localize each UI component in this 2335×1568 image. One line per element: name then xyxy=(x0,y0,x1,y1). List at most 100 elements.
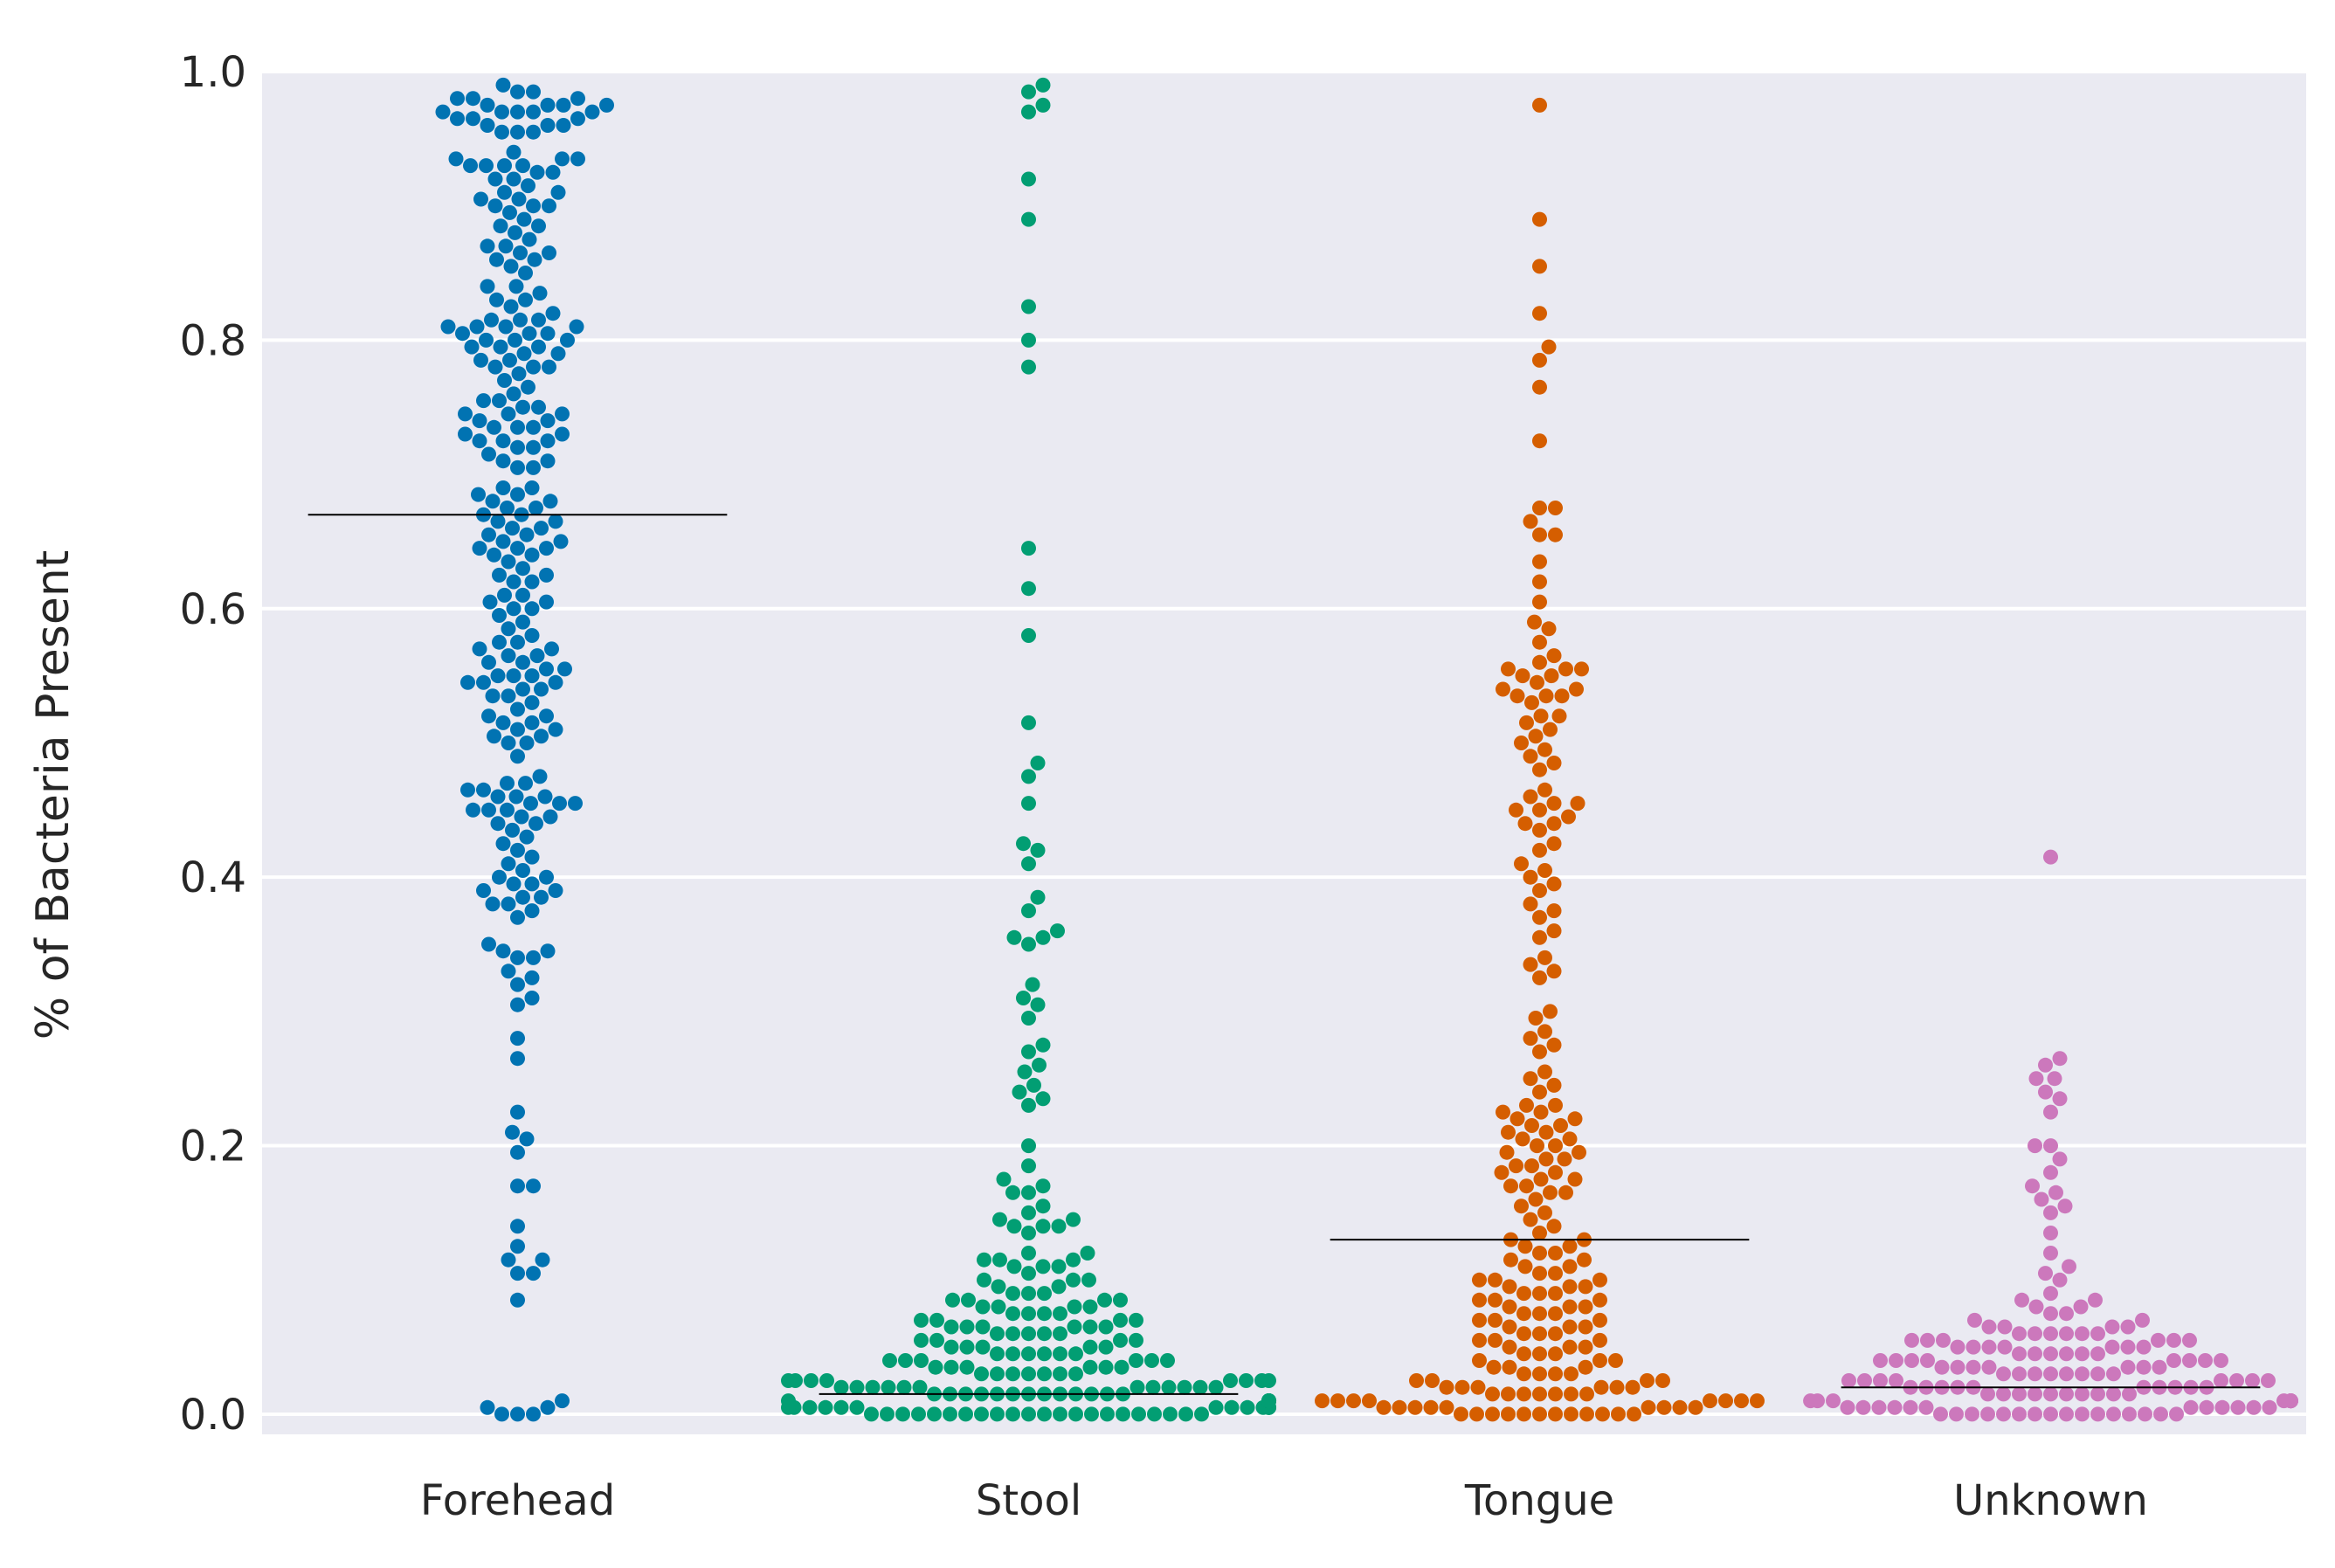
data-point-unknown xyxy=(2214,1353,2228,1368)
data-point-tongue xyxy=(1537,742,1552,757)
data-point-forehead xyxy=(542,359,556,375)
data-point-forehead xyxy=(473,191,488,207)
data-point-tongue xyxy=(1532,1346,1547,1362)
data-point-tongue xyxy=(1494,1164,1509,1180)
data-point-forehead xyxy=(501,621,516,637)
data-point-stool xyxy=(1016,991,1031,1005)
data-point-stool xyxy=(945,1292,960,1308)
data-point-forehead xyxy=(490,514,506,529)
data-point-forehead xyxy=(548,674,563,690)
data-point-tongue xyxy=(1528,1011,1544,1026)
data-point-stool xyxy=(1030,842,1046,858)
data-point-forehead xyxy=(460,674,475,690)
data-point-tongue xyxy=(1537,782,1552,798)
data-point-forehead xyxy=(501,648,516,664)
data-point-tongue xyxy=(1532,1366,1547,1382)
data-point-stool xyxy=(928,1359,943,1375)
data-point-forehead xyxy=(524,715,540,730)
data-point-forehead xyxy=(510,722,525,737)
data-point-tongue xyxy=(1488,1312,1503,1328)
data-point-unknown xyxy=(2136,1339,2152,1355)
data-point-forehead xyxy=(515,889,530,905)
data-point-tongue xyxy=(1548,1246,1563,1261)
data-point-tongue xyxy=(1532,352,1547,368)
data-point-tongue xyxy=(1532,527,1547,542)
data-point-stool xyxy=(990,1406,1005,1422)
data-point-stool xyxy=(804,1373,819,1388)
data-point-tongue xyxy=(1485,1406,1500,1422)
data-point-stool xyxy=(1021,299,1036,314)
data-point-stool xyxy=(990,1366,1005,1382)
data-point-stool xyxy=(1021,84,1036,100)
data-point-tongue xyxy=(1503,1252,1518,1268)
data-point-stool xyxy=(927,1406,942,1422)
data-point-tongue xyxy=(1578,1279,1593,1295)
data-point-forehead xyxy=(506,876,522,892)
data-point-unknown xyxy=(1873,1353,1888,1368)
data-point-tongue xyxy=(1532,1226,1547,1240)
data-point-stool xyxy=(895,1406,910,1422)
data-point-forehead xyxy=(494,104,509,120)
data-point-forehead xyxy=(510,842,525,858)
data-point-tongue xyxy=(1548,501,1563,515)
data-point-tongue xyxy=(1469,1406,1484,1422)
data-point-tongue xyxy=(1548,1138,1563,1154)
data-point-unknown xyxy=(1967,1312,1982,1328)
data-point-forehead xyxy=(485,688,501,704)
data-point-forehead xyxy=(526,84,541,100)
data-point-tongue xyxy=(1519,715,1534,730)
data-point-forehead xyxy=(510,104,525,120)
data-point-unknown xyxy=(1920,1332,1935,1348)
data-point-forehead xyxy=(510,977,525,992)
data-point-tongue xyxy=(1544,668,1559,684)
data-point-stool xyxy=(864,1406,879,1422)
data-point-unknown xyxy=(1996,1386,2011,1402)
data-point-forehead xyxy=(501,406,516,422)
data-point-tongue xyxy=(1592,1272,1607,1288)
data-point-forehead xyxy=(510,439,525,455)
data-point-forehead xyxy=(545,306,561,321)
data-point-tongue xyxy=(1592,1332,1607,1348)
data-point-forehead xyxy=(537,789,553,805)
data-point-unknown xyxy=(2052,1272,2068,1288)
data-point-forehead xyxy=(542,809,558,825)
data-point-unknown xyxy=(2075,1406,2090,1422)
data-point-unknown xyxy=(2230,1399,2246,1415)
data-point-forehead xyxy=(522,231,537,247)
data-point-forehead xyxy=(495,77,511,93)
data-point-tongue xyxy=(1516,1306,1531,1322)
data-point-forehead xyxy=(548,883,563,898)
data-point-unknown xyxy=(2038,1057,2053,1073)
x-axis-ticks: Forehead Stool Tongue Unknown xyxy=(420,1476,2148,1525)
data-point-tongue xyxy=(1572,1144,1586,1160)
data-point-unknown xyxy=(2012,1386,2027,1402)
data-point-forehead xyxy=(513,312,528,328)
data-point-tongue xyxy=(1578,1299,1593,1315)
data-point-tongue xyxy=(1608,1353,1623,1368)
data-point-forehead xyxy=(515,399,530,415)
data-point-tongue xyxy=(1543,722,1558,737)
data-point-tongue xyxy=(1537,1064,1552,1080)
data-point-tongue xyxy=(1548,1306,1563,1322)
data-point-tongue xyxy=(1488,1332,1503,1348)
data-point-tongue xyxy=(1530,1138,1544,1154)
data-point-unknown xyxy=(1997,1339,2013,1355)
data-point-forehead xyxy=(500,802,515,818)
data-point-stool xyxy=(1035,929,1051,945)
data-point-tongue xyxy=(1641,1399,1656,1415)
data-point-tongue xyxy=(1656,1399,1672,1415)
data-point-forehead xyxy=(510,1031,525,1046)
data-point-tongue xyxy=(1546,816,1562,832)
data-point-unknown xyxy=(2120,1339,2136,1355)
x-tick-label-forehead: Forehead xyxy=(420,1476,615,1525)
data-point-forehead xyxy=(508,789,524,805)
data-point-forehead xyxy=(472,413,487,429)
data-point-tongue xyxy=(1502,1339,1517,1355)
data-point-tongue xyxy=(1532,654,1547,670)
data-point-tongue xyxy=(1532,501,1547,515)
data-point-unknown xyxy=(1981,1319,1997,1335)
data-point-unknown xyxy=(2090,1366,2105,1382)
data-point-forehead xyxy=(550,346,566,362)
data-point-unknown xyxy=(1980,1386,1995,1402)
data-point-tongue xyxy=(1532,970,1547,985)
